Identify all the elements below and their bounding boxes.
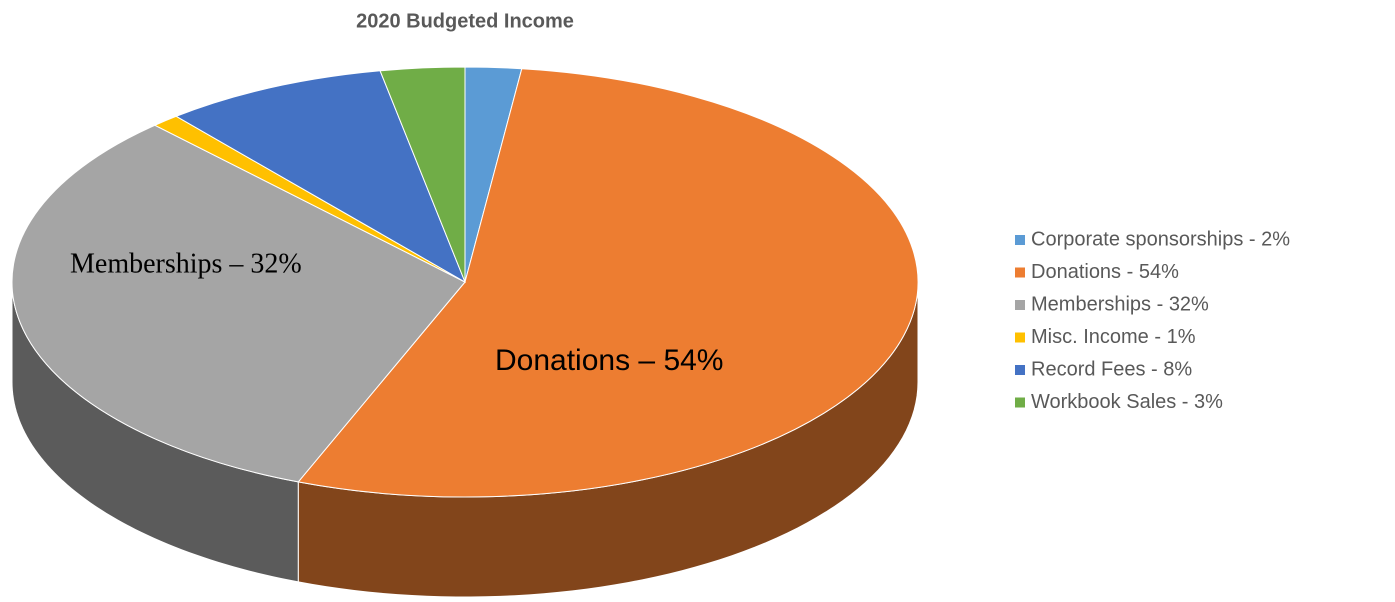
legend-swatch	[1015, 235, 1025, 245]
legend-swatch	[1015, 267, 1025, 278]
legend-swatch	[1015, 365, 1025, 375]
legend-swatch	[1015, 300, 1025, 310]
legend-label: Memberships - 32%	[1031, 293, 1209, 315]
slice	[379, 66, 466, 283]
chart-title: 2020 Budgeted Income	[356, 10, 574, 32]
legend-label: Donations - 54%	[1031, 261, 1179, 283]
legend-label: Record Fees - 8%	[1031, 358, 1192, 380]
legend-label: Workbook Sales - 3%	[1031, 391, 1223, 413]
legend-label: Misc. Income - 1%	[1031, 326, 1196, 348]
legend-swatch	[1015, 397, 1025, 408]
legend-label: Corporate sponsorships - 2%	[1031, 228, 1290, 250]
slice	[175, 70, 467, 284]
legend-swatch	[1015, 332, 1025, 343]
data-label: Memberships – 32%	[70, 248, 302, 279]
data-label: Donations – 54%	[495, 344, 724, 377]
slice	[11, 124, 466, 483]
slice	[297, 68, 919, 498]
